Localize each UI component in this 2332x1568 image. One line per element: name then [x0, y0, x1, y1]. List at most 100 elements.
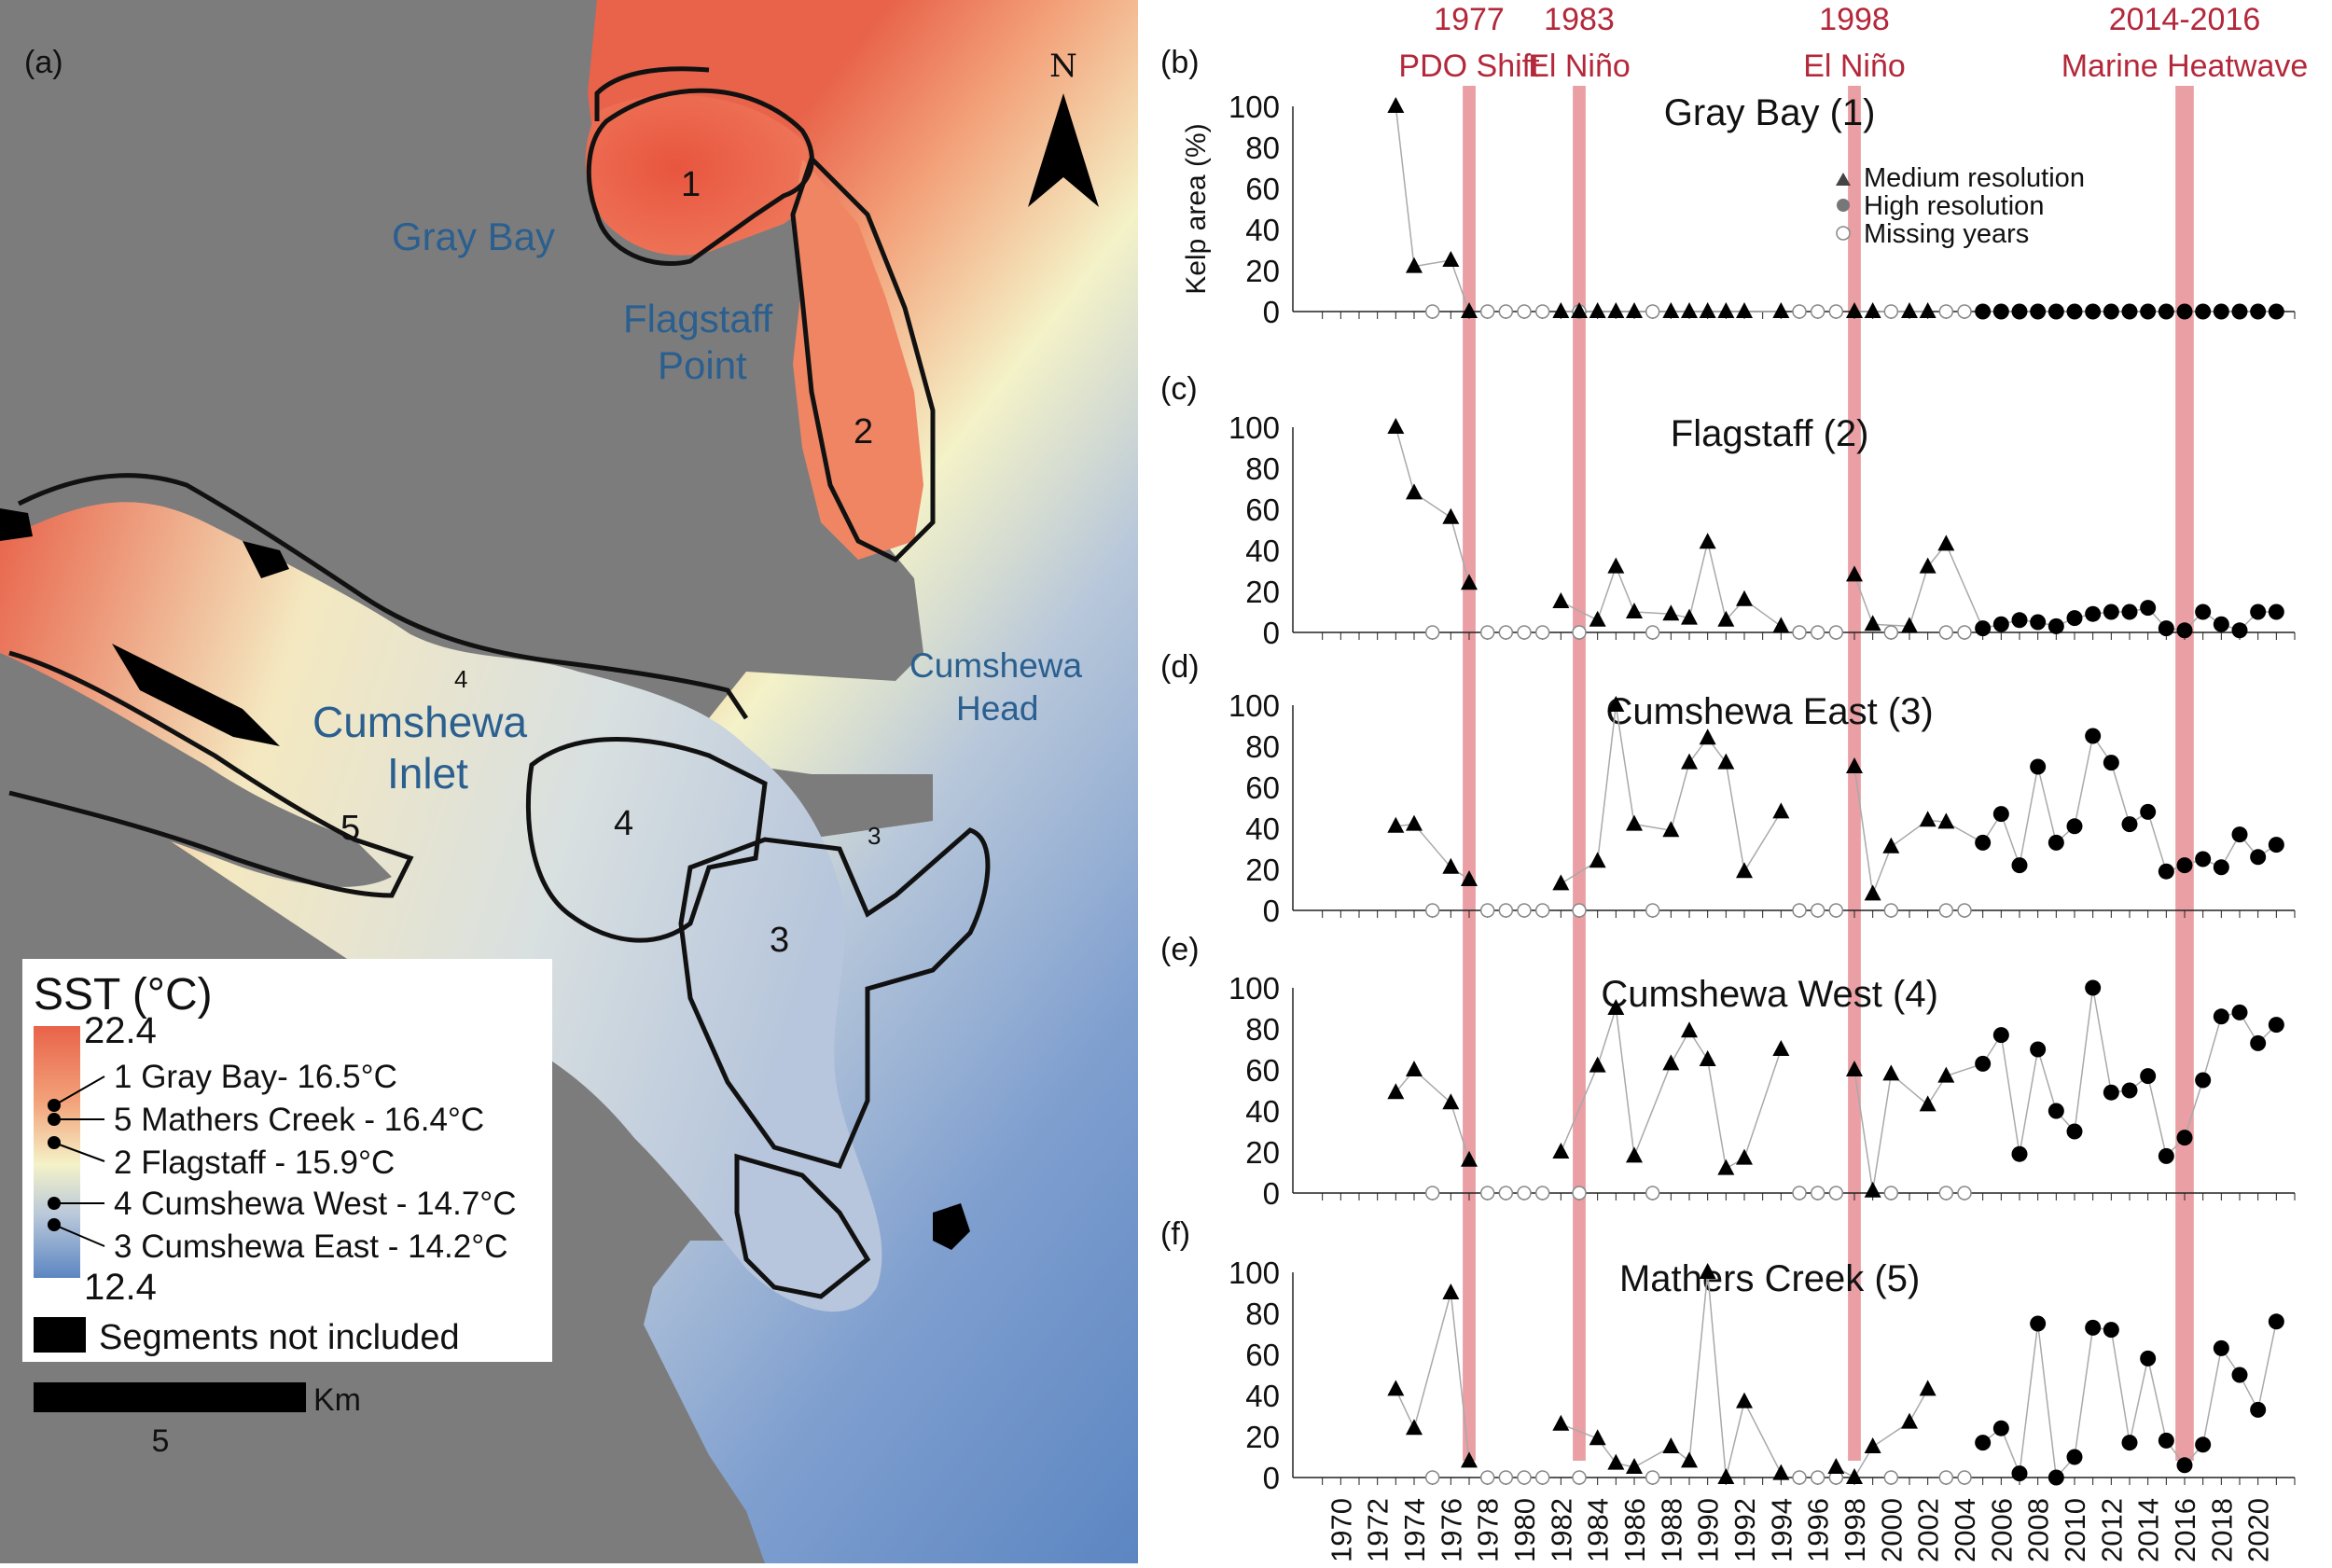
high-resolution-point — [1975, 303, 1992, 320]
high-resolution-point — [2085, 303, 2102, 320]
missing-year-marker — [1424, 903, 1440, 918]
high-resolution-point — [2047, 1469, 2064, 1486]
high-resolution-point — [2066, 1123, 2083, 1140]
missing-year-marker — [1534, 903, 1550, 918]
high-resolution-point — [2085, 1319, 2102, 1336]
series-connector — [2110, 762, 2131, 825]
legend-background — [22, 959, 552, 1362]
high-resolution-point — [2011, 1465, 2028, 1482]
medium-resolution-point — [1626, 1146, 1643, 1163]
x-tick-label: 1992 — [1728, 1498, 1761, 1562]
medium-resolution-point — [1699, 1263, 1716, 1279]
segment-2-outline — [790, 154, 936, 563]
missing-year-marker — [1810, 1186, 1825, 1200]
series-connector — [2091, 987, 2113, 1093]
high-resolution-point — [2250, 604, 2267, 620]
medium-resolution-point — [1919, 1380, 1936, 1396]
high-resolution-point — [1992, 1027, 2009, 1044]
series-connector — [2036, 1048, 2058, 1112]
medium-resolution-point — [1864, 1437, 1881, 1453]
series-connector — [1450, 517, 1470, 584]
missing-year-marker — [1572, 1186, 1587, 1200]
high-resolution-point — [2047, 1103, 2064, 1119]
label-flagstaff-point-1: Flagstaff — [623, 297, 773, 340]
event-band-1 — [1573, 86, 1586, 1461]
series-connector — [1706, 1059, 1728, 1169]
missing-year-marker — [1534, 304, 1550, 319]
series-connector — [2201, 1016, 2223, 1081]
missing-year-marker — [1828, 625, 1844, 640]
y-tick-label: 0 — [1263, 1176, 1280, 1211]
missing-year-marker — [1479, 903, 1495, 918]
missing-year-marker — [1645, 304, 1660, 319]
missing-year-marker — [1479, 625, 1495, 640]
event-year-1: 1983 — [1544, 2, 1615, 37]
missing-year-marker — [1957, 903, 1972, 918]
y-tick-label: 60 — [1245, 1053, 1280, 1088]
event-year-0: 1977 — [1434, 2, 1505, 37]
medium-resolution-point — [1552, 1143, 1570, 1159]
y-tick-label: 60 — [1245, 770, 1280, 805]
series-connector — [1853, 575, 1874, 625]
high-resolution-point — [2121, 1435, 2138, 1451]
high-resolution-point — [2066, 818, 2083, 835]
high-resolution-point — [1992, 1420, 2009, 1436]
y-tick-label: 20 — [1245, 1420, 1280, 1454]
series-connector — [1615, 566, 1635, 613]
coast-outline-east — [594, 66, 710, 121]
medium-resolution-point — [1461, 302, 1478, 318]
x-tick-label: 2020 — [2242, 1498, 2275, 1562]
high-resolution-point — [2121, 604, 2138, 620]
series-connector — [1450, 1102, 1470, 1161]
high-resolution-point — [2268, 604, 2284, 620]
medium-resolution-point — [1699, 1050, 1716, 1066]
high-resolution-point — [2231, 303, 2248, 320]
missing-year-marker — [1792, 903, 1807, 918]
inlet-outline-north — [17, 473, 749, 720]
high-resolution-point — [2231, 1004, 2248, 1020]
series-connector — [2146, 1358, 2168, 1441]
y-tick-label: 40 — [1245, 213, 1280, 247]
high-resolution-point — [2213, 859, 2229, 876]
x-tick-label: 2010 — [2059, 1498, 2091, 1562]
y-tick-label: 0 — [1263, 1461, 1280, 1495]
missing-year-marker — [1810, 625, 1825, 640]
event-name-0: PDO Shift — [1398, 49, 1540, 84]
series-connector — [2129, 1358, 2149, 1443]
y-tick-label: 100 — [1228, 410, 1280, 445]
x-tick-label: 1986 — [1618, 1498, 1651, 1562]
medium-resolution-point — [1736, 1148, 1753, 1165]
high-resolution-point — [2085, 605, 2102, 622]
event-name-1: El Niño — [1528, 49, 1631, 84]
missing-year-marker — [1572, 625, 1587, 640]
missing-year-marker — [1792, 1186, 1807, 1200]
missing-year-marker — [1517, 903, 1532, 918]
series-connector — [1596, 566, 1617, 621]
legend-high-icon — [1837, 199, 1850, 212]
medium-resolution-point — [1827, 1458, 1845, 1474]
panel-1: (c) Flagstaff (2) 0 20 40 60 80 100 — [1160, 371, 2296, 650]
medium-resolution-point — [1736, 862, 1753, 879]
high-resolution-point — [2195, 1436, 2212, 1453]
panel-4: (f) Mathers Creek (5) 0 20 40 60 80 100 — [1160, 1216, 2296, 1495]
segment-number-4: 4 — [614, 804, 633, 843]
medium-resolution-point — [1699, 728, 1716, 745]
medium-resolution-point — [1864, 302, 1881, 318]
segment-outlines — [8, 66, 991, 1299]
x-tick-label: 1978 — [1472, 1498, 1505, 1562]
missing-year-marker — [1883, 625, 1899, 640]
medium-resolution-point — [1846, 757, 1863, 773]
medium-resolution-point — [1937, 534, 1955, 551]
high-resolution-point — [2176, 857, 2193, 874]
medium-resolution-point — [1589, 852, 1606, 868]
y-tick-label: 60 — [1245, 1338, 1280, 1372]
missing-year-marker — [1792, 1470, 1807, 1485]
x-tick-label: 1982 — [1545, 1498, 1577, 1562]
event-name-2: El Niño — [1803, 49, 1906, 84]
series-connector — [2000, 1427, 2020, 1474]
high-resolution-point — [2268, 1313, 2284, 1330]
medium-resolution-point — [1626, 814, 1643, 831]
medium-resolution-point — [1626, 302, 1643, 318]
missing-year-marker — [1792, 625, 1807, 640]
medium-resolution-point — [1461, 1150, 1478, 1167]
